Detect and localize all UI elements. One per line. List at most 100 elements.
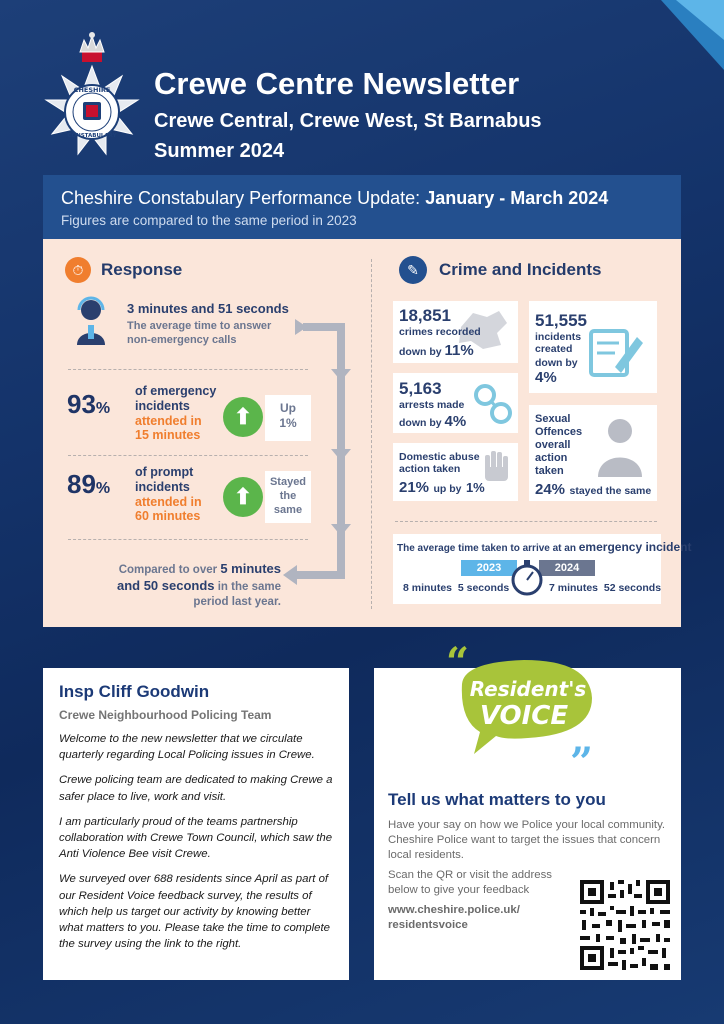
performance-panel: ⏱ Response 3 minutes and 51 seconds The … [43,239,691,627]
stopwatch-icon [511,560,543,596]
heading-prefix: Cheshire Constabulary Performance Update… [61,188,421,208]
clipboard-icon [589,329,643,377]
inspector-paragraph-4: We surveyed over 688 residents since Apr… [59,873,330,951]
emergency-line3: attended in [135,413,202,428]
sexual-offences-label: Sexual Offences overall action taken [535,413,582,478]
svg-text:”: ” [570,739,593,778]
emergency-pct-sign: % [95,400,111,417]
crimes-recorded-label: crimes recorded [399,326,481,338]
incidents-label1: incidents [535,331,582,343]
performance-note: Figures are compared to the same period … [61,213,357,228]
newsletter-title: Crewe Centre Newsletter [154,66,520,101]
sexual-l1: Sexual [535,413,571,425]
arrests-number: 5,163 [399,379,442,398]
domestic-change: 21% up by 1% [399,479,485,497]
divider [68,455,308,456]
residents-voice-link[interactable]: www.cheshire.police.uk/ residentsvoice [388,903,520,934]
divider [395,521,657,522]
emergency-description: of emergency incidents attended in 15 mi… [135,384,216,443]
answer-description: The average time to answer non-emergency… [127,320,272,347]
incidents-number: 51,555 [535,311,587,330]
residents-voice-instructions: Scan the QR or visit the address below t… [388,869,552,896]
emergency-pct-value: 93 [67,389,96,419]
crimes-recorded-number: 18,851 [399,306,451,325]
emergency-line4: 15 minutes [135,428,201,443]
inspector-team: Crewe Neighbourhood Policing Team [59,708,272,722]
compare-pre: Compared to over [118,564,218,576]
badge-text-bottom: CONSTABULARY [67,133,117,139]
divider [68,369,308,370]
link-line2[interactable]: residentsvoice [388,919,468,932]
domestic-l1: Domestic abuse [399,451,480,463]
inspector-card: Insp Cliff Goodwin Crewe Neighbourhood P… [43,668,349,980]
sexual-offences-change: 24% stayed the same [535,481,651,499]
link-line1[interactable]: www.cheshire.police.uk/ [388,904,520,916]
up-arrow-icon: ⬆ [223,397,263,437]
newsletter-subtitle: Crewe Central, Crewe West, St Barnabus [154,110,542,132]
compare-bold1: 5 minutes [220,561,281,576]
stop-hand-icon [485,451,508,481]
answer-time: 3 minutes and 51 seconds [127,301,289,316]
emergency-line1: of emergency [135,384,217,398]
heading-period: January - March 2024 [425,188,609,208]
sexual-offences-card: Sexual Offences overall action taken 24%… [529,405,657,501]
up-arrow-icon: ⬆ [223,477,263,517]
residents-voice-title: Tell us what matters to you [388,790,606,809]
residents-voice-text: Have your say on how we Police your loca… [388,819,666,861]
compare-bold2: and 50 seconds [116,577,215,593]
crimes-recorded-change: down by 11% [399,342,474,359]
arrival-bold: emergency incident [578,540,692,554]
arrests-label: arrests made [399,399,465,411]
notepad-icon: ✎ [399,256,427,284]
sexual-l3: overall [535,438,571,451]
prompt-pct-sign: % [95,480,111,497]
svg-text:“: “ [446,639,469,686]
prompt-percentage: 89% [67,469,110,500]
response-title: Response [101,260,183,279]
change-value: 4% [444,413,467,430]
prompt-change: Stayed the same [265,471,311,523]
incidents-change: 4% [535,369,557,386]
sexual-l5: taken [535,464,564,477]
time-2024: 7 minutes 52 seconds [549,582,662,594]
emergency-percentage: 93% [67,389,110,420]
prompt-change-l2: the [279,489,297,502]
performance-header: Cheshire Constabulary Performance Update… [43,175,681,239]
year-2023-label: 2023 [461,560,517,576]
change-value: 11% [444,342,474,359]
residents-voice-logo: “ Resident's VOICE ” [446,639,593,778]
prompt-line1: of prompt [135,465,194,479]
domestic-abuse-card: Domestic abuse action taken 21% up by 1% [393,443,518,501]
arrests-change: down by 4% [399,413,466,430]
change-pre: down by [399,417,442,429]
divider [68,539,308,540]
arrests-card: 5,163 arrests made down by 4% [393,373,518,433]
domestic-l2: action taken [399,463,461,475]
domestic-change-value: 1% [465,480,485,495]
domestic-change-pre: up by [433,483,462,495]
sexual-pct: 24% [535,481,566,498]
prompt-line3: attended in [135,494,202,509]
incidents-change-pre: down by [535,357,578,369]
newsletter-season: Summer 2024 [154,140,285,162]
prompt-description: of prompt incidents attended in 60 minut… [135,465,202,524]
crimes-recorded-card: 18,851 crimes recorded down by 11% [393,301,518,363]
logo-line2: VOICE [480,701,569,731]
call-handler-icon [71,295,111,345]
stopwatch-icon: ⏱ [65,257,91,283]
map-icon [459,311,507,349]
emergency-change-label: Up [280,401,296,415]
logo-line1: Resident's [470,677,587,701]
performance-heading: Cheshire Constabulary Performance Update… [61,188,663,209]
change-pre: down by [399,346,442,358]
inspector-paragraph-2: Crewe policing team are dedicated to mak… [59,774,333,803]
prompt-change-l1: Stayed [269,476,307,488]
time-2023: 8 minutes 5 seconds [403,582,510,594]
qr-code-icon[interactable] [580,880,670,970]
incidents-label2: created [535,343,573,355]
badge-text-top: CHESHIRE [74,86,111,94]
prompt-pct-value: 89 [67,469,96,499]
comparison-text: Compared to over 5 minutes and 50 second… [73,561,281,610]
arrival-heading: The average time taken to arrive at an e… [397,540,691,555]
year-2024-label: 2024 [539,560,595,576]
